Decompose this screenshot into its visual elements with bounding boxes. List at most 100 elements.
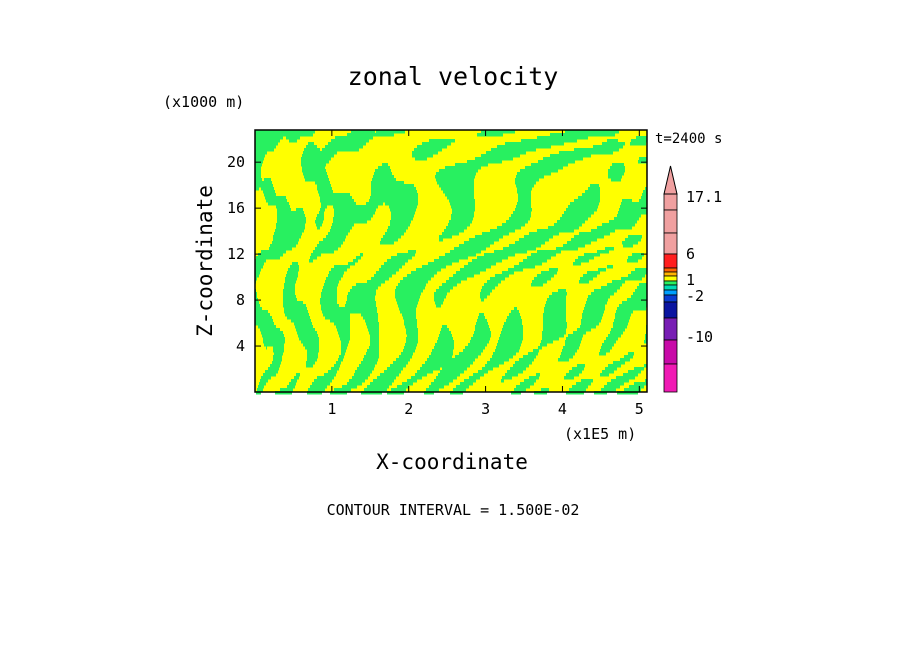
field-green-segment [341,343,348,347]
field-green-segment [623,373,638,377]
field-green-segment [323,313,350,317]
field-green-segment [436,172,476,176]
field-green-segment [255,139,280,143]
field-green-segment [479,313,484,317]
field-green-segment [400,280,428,284]
field-green-segment [412,151,438,155]
field-green-segment [307,349,319,353]
field-green-segment [594,289,617,293]
field-green-segment [518,196,531,200]
field-green-segment [272,361,281,365]
field-green-segment [558,289,566,293]
field-green-segment [404,319,417,323]
field-green-segment [579,232,610,236]
field-green-segment [406,337,418,341]
field-green-segment [577,328,591,332]
field-green-segment [255,307,262,311]
contour-interval-note: CONTOUR INTERVAL = 1.500E-02 [327,501,580,519]
field-green-segment [451,217,473,221]
field-green-segment [620,205,647,209]
field-green-segment [371,181,404,185]
field-green-segment [546,301,566,305]
field-green-segment [321,292,337,296]
field-green-segment [490,277,505,281]
field-green-segment [601,388,616,392]
field-green-segment [632,253,644,257]
field-green-segment [390,223,410,227]
field-green-segment [316,217,324,221]
field-green-segment [266,346,267,350]
field-green-segment [579,280,589,284]
field-green-segment [645,379,647,383]
field-green-segment [422,142,451,146]
field-green-segment [328,370,337,374]
field-green-segment [415,373,427,377]
field-green-segment [482,367,493,371]
field-green-segment [537,229,574,233]
field-green-segment [543,313,566,317]
field-green-segment [616,376,635,380]
field-green-segment [445,166,481,170]
field-green-segment [290,265,299,269]
field-green-segment [289,382,296,386]
field-green-segment [331,268,347,272]
field-green-segment [291,379,297,383]
field-green-segment [322,310,377,314]
field-green-segment [307,355,318,359]
colorbar-segment [663,267,678,273]
field-green-segment [334,322,350,326]
field-green-segment [396,358,410,362]
field-green-segment [255,271,260,275]
field-green-segment [616,310,633,314]
y-axis-label: Z-coordinate [193,185,217,337]
field-green-segment [529,232,559,236]
field-green-segment [367,280,385,284]
field-green-segment [404,322,417,326]
field-green-segment [384,262,405,266]
field-green-segment [294,376,299,380]
field-green-segment [500,334,523,338]
field-green-segment [577,364,585,368]
field-green-segment [401,352,413,356]
field-green-segment [582,316,602,320]
field-green-segment [405,325,417,329]
field-green-segment [302,169,326,173]
field-green-segment [371,184,414,188]
field-green-segment [627,298,647,302]
field-green-segment [502,223,525,227]
field-green-segment [446,280,461,284]
field-green-segment [273,355,282,359]
field-green-segment [583,310,604,314]
field-green-segment [537,274,554,278]
field-green-segment [312,382,330,386]
field-green-segment [429,355,452,359]
field-green-segment [347,298,375,302]
field-green-segment [620,358,630,362]
field-green-segment [295,325,313,329]
field-green-segment [569,388,586,392]
field-green-segment [578,256,594,260]
field-green-segment [286,136,300,140]
field-green-segment [559,151,613,155]
field-green-segment [502,328,523,332]
field-green-segment [255,175,261,179]
field-green-segment [568,205,598,209]
field-green-segment [367,349,379,353]
field-green-segment [482,286,495,290]
field-green-segment [529,376,539,380]
field-green-segment [372,178,396,182]
y-tick-label: 4 [236,337,245,355]
field-green-segment [361,361,377,365]
field-green-segment [588,187,600,191]
y-tick-label: 8 [236,291,245,309]
field-green-segment [434,379,453,383]
field-green-segment [415,157,427,161]
field-green-segment [301,157,331,161]
field-green-segment [332,223,354,227]
field-green-segment [384,370,401,374]
field-green-segment [438,337,453,341]
field-green-segment [397,301,418,305]
field-green-segment [333,217,371,221]
field-green-segment [255,154,265,158]
field-green-segment [277,208,291,212]
